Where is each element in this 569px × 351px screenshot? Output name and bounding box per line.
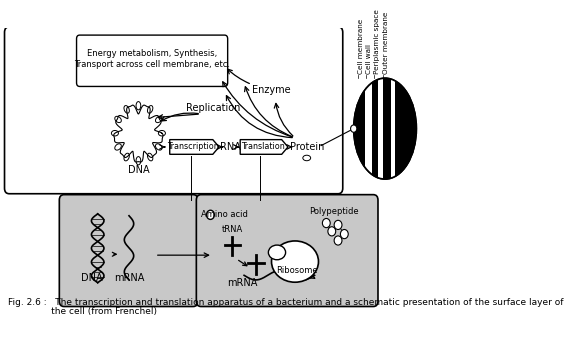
Text: Periplasmic space: Periplasmic space xyxy=(374,9,380,74)
Text: RNA: RNA xyxy=(220,142,241,152)
Ellipse shape xyxy=(136,101,141,110)
Ellipse shape xyxy=(303,155,311,161)
Ellipse shape xyxy=(158,131,166,136)
Circle shape xyxy=(207,210,215,219)
Ellipse shape xyxy=(147,153,153,161)
Bar xyxy=(378,78,383,179)
Ellipse shape xyxy=(155,144,162,150)
Text: mRNA: mRNA xyxy=(114,273,144,283)
Text: Protein: Protein xyxy=(290,142,324,152)
Ellipse shape xyxy=(147,106,153,113)
FancyBboxPatch shape xyxy=(5,27,343,194)
Ellipse shape xyxy=(269,245,286,260)
Text: Energy metabolism, Synthesis,: Energy metabolism, Synthesis, xyxy=(86,49,217,58)
FancyBboxPatch shape xyxy=(59,195,198,306)
Circle shape xyxy=(334,236,342,245)
Text: Transport across cell membrane, etc.: Transport across cell membrane, etc. xyxy=(74,60,230,69)
Circle shape xyxy=(323,218,330,228)
Bar xyxy=(390,78,395,179)
Ellipse shape xyxy=(124,153,129,161)
Ellipse shape xyxy=(354,78,417,179)
Bar xyxy=(365,78,372,179)
Ellipse shape xyxy=(155,116,162,122)
Text: Cell wall: Cell wall xyxy=(366,44,372,74)
Ellipse shape xyxy=(271,241,319,282)
FancyBboxPatch shape xyxy=(196,195,378,306)
Text: Polypeptide: Polypeptide xyxy=(310,207,359,216)
Text: tRNA: tRNA xyxy=(222,225,243,234)
Bar xyxy=(358,78,365,179)
Circle shape xyxy=(334,220,342,230)
Circle shape xyxy=(340,230,348,239)
Text: the cell (from Frenchel): the cell (from Frenchel) xyxy=(7,307,156,317)
Text: DNA: DNA xyxy=(127,165,149,175)
Polygon shape xyxy=(170,140,219,154)
Bar xyxy=(395,78,402,179)
Text: Cell membrane: Cell membrane xyxy=(358,18,364,74)
Ellipse shape xyxy=(112,131,118,136)
Text: Transcription: Transcription xyxy=(167,143,218,152)
Text: Enzyme: Enzyme xyxy=(252,85,291,95)
Text: mRNA: mRNA xyxy=(228,278,258,288)
Text: Translation: Translation xyxy=(241,143,284,152)
Text: Outer membrane: Outer membrane xyxy=(383,11,389,74)
Ellipse shape xyxy=(136,157,141,165)
Text: Ribosome: Ribosome xyxy=(277,266,318,275)
Ellipse shape xyxy=(115,144,121,150)
Text: Amino acid: Amino acid xyxy=(201,210,248,219)
Ellipse shape xyxy=(115,116,121,122)
Bar xyxy=(383,78,390,179)
Bar xyxy=(372,78,378,179)
Ellipse shape xyxy=(124,106,129,113)
Text: DNA: DNA xyxy=(81,273,102,283)
Polygon shape xyxy=(240,140,288,154)
Text: Replication: Replication xyxy=(185,104,240,113)
Text: Fig. 2.6 :   The transcription and translation apparatus of a bacterium and a sc: Fig. 2.6 : The transcription and transla… xyxy=(7,298,563,307)
FancyBboxPatch shape xyxy=(77,35,228,86)
Circle shape xyxy=(328,227,336,236)
Circle shape xyxy=(351,125,357,132)
